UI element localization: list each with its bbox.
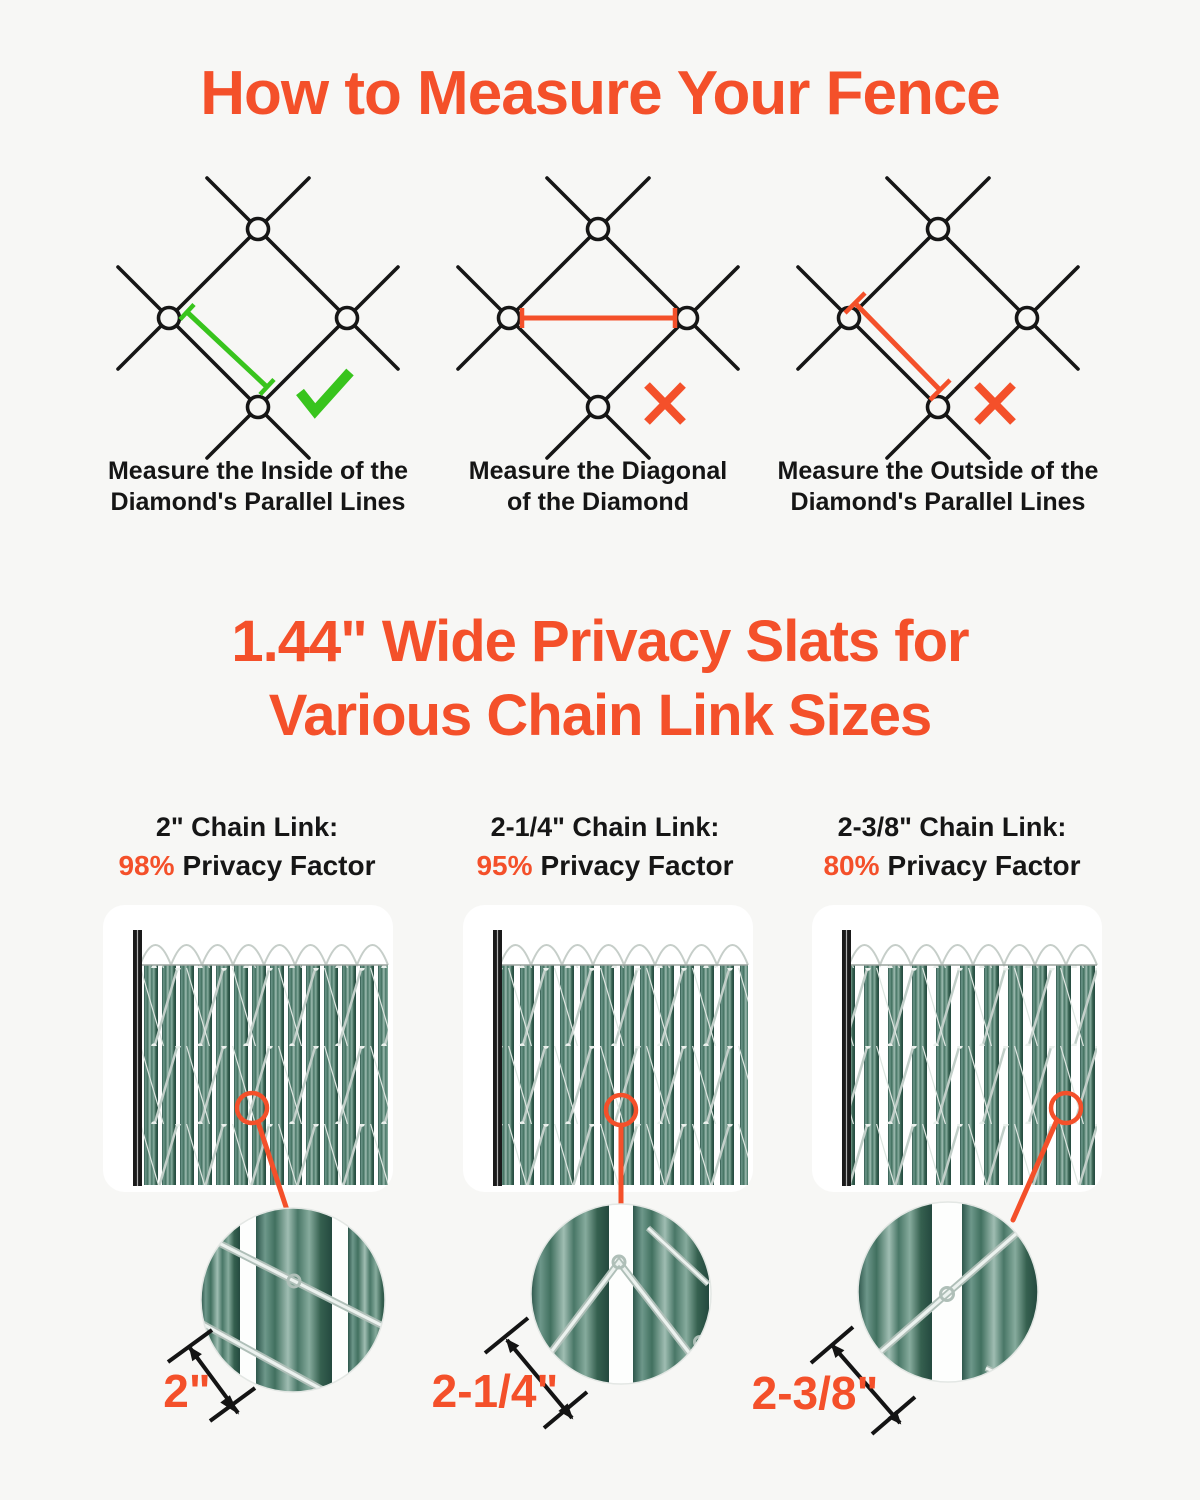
slats-artwork: 2" <box>103 905 1102 1436</box>
caption-line: Measure the Inside of the <box>107 457 409 485</box>
zoom-detail-2-3-8in <box>857 1201 1039 1383</box>
caption-measure-diagonal: Measure the Diagonal of the Diamond <box>428 456 768 518</box>
column-header-2-1-4in: 2-1/4" Chain Link: 95% Privacy Factor <box>445 812 765 882</box>
diagram-measure-diagonal <box>456 176 740 460</box>
diagram-measure-inside <box>116 176 400 460</box>
zoom-connector-line <box>1010 1117 1060 1223</box>
slats-section-title-line1: 1.44" Wide Privacy Slats for <box>231 609 969 674</box>
privacy-factor-line: 98% Privacy Factor <box>97 850 397 882</box>
privacy-label: Privacy Factor <box>887 850 1081 881</box>
caption-line: of the Diamond <box>507 488 689 516</box>
chain-link-size-label: 2" Chain Link: <box>155 812 339 842</box>
privacy-label: Privacy Factor <box>182 850 376 881</box>
caption-line: Measure the Diagonal <box>468 457 728 485</box>
caption-measure-inside: Measure the Inside of the Diamond's Para… <box>88 456 428 518</box>
outside-measure-line <box>843 291 952 402</box>
caption-line: Measure the Outside of the <box>777 457 1099 485</box>
slats-section-title-line2: Various Chain Link Sizes <box>268 683 933 748</box>
chainlink-diamond <box>116 176 400 460</box>
chain-link-size-label: 2-3/8" Chain Link: <box>837 812 1067 842</box>
measure-label-2in: 2" <box>163 1365 210 1417</box>
zoom-connector-line <box>255 1119 290 1213</box>
chain-link-size-label: 2-1/4" Chain Link: <box>490 812 720 842</box>
privacy-factor-line: 95% Privacy Factor <box>445 850 765 882</box>
chainlink-diamond <box>796 176 1080 460</box>
diagonal-measure-line <box>519 308 678 328</box>
column-header-2-3-8in: 2-3/8" Chain Link: 80% Privacy Factor <box>792 812 1112 882</box>
diagram-measure-outside <box>796 176 1080 460</box>
measure-label-2-3-8in: 2-3/8" <box>752 1367 879 1419</box>
caption-line: Diamond's Parallel Lines <box>110 488 406 516</box>
measure-label-2-1-4in: 2-1/4" <box>432 1365 559 1417</box>
measure-arrow-2-1-4in <box>483 1316 589 1430</box>
privacy-percent: 98% <box>118 850 175 881</box>
zoom-detail-2in <box>200 1207 386 1393</box>
x-icon <box>974 382 1016 425</box>
caption-measure-outside: Measure the Outside of the Diamond's Par… <box>768 456 1108 518</box>
inside-measure-line <box>178 302 276 397</box>
x-icon <box>644 382 686 425</box>
privacy-label: Privacy Factor <box>540 850 734 881</box>
fence-photo-2in <box>103 905 393 1213</box>
zoom-target-circle <box>1048 1090 1084 1126</box>
privacy-percent: 80% <box>823 850 880 881</box>
privacy-percent: 95% <box>476 850 533 881</box>
measure-arrow-2in <box>166 1328 257 1423</box>
measure-arrow-2-3-8in <box>809 1325 917 1436</box>
fence-photo-2-3-8in <box>812 905 1102 1223</box>
check-icon <box>296 368 354 419</box>
zoom-detail-2-1-4in <box>530 1203 712 1385</box>
privacy-factor-line: 80% Privacy Factor <box>792 850 1112 882</box>
column-header-2in: 2" Chain Link: 98% Privacy Factor <box>97 812 397 882</box>
page-title: How to Measure Your Fence <box>200 59 1001 128</box>
fence-photo-2-1-4in <box>463 905 753 1210</box>
zoom-target-circle <box>234 1090 270 1126</box>
caption-line: Diamond's Parallel Lines <box>790 488 1086 516</box>
